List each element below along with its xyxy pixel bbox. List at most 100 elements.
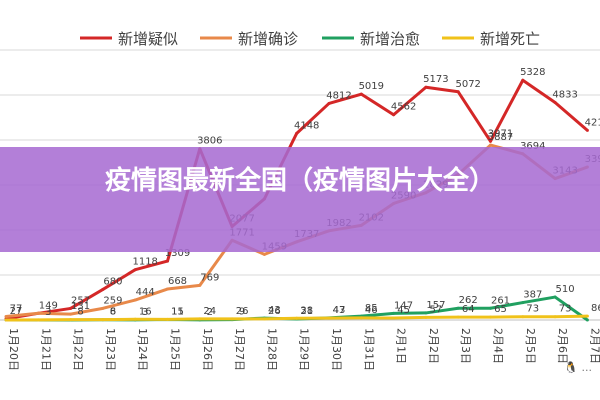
data-label: 262 [459, 295, 478, 306]
data-label: 4562 [391, 102, 416, 113]
data-point [521, 301, 525, 305]
data-point [166, 287, 169, 291]
data-label: 444 [136, 287, 155, 298]
data-label: 3 [45, 307, 51, 318]
data-point [36, 311, 40, 315]
data-point [133, 268, 137, 272]
data-point [230, 317, 234, 321]
data-label: 680 [103, 276, 122, 287]
data-label: 38 [300, 305, 313, 316]
data-point [456, 306, 460, 310]
data-label: 65 [494, 304, 507, 315]
x-tick-label: 1月24日 [136, 328, 149, 371]
data-label: 4812 [326, 90, 351, 101]
data-label: 387 [523, 290, 542, 301]
data-point [101, 306, 105, 310]
data-label: 149 [39, 300, 58, 311]
data-point [553, 315, 557, 319]
data-point [327, 101, 331, 105]
data-label: 47 [333, 305, 346, 316]
data-label: 24 [203, 306, 216, 317]
data-point [101, 287, 105, 291]
data-label: 259 [103, 295, 122, 306]
data-point [262, 252, 266, 256]
data-point [489, 139, 492, 143]
data-label: 15 [171, 306, 184, 317]
data-label: 77 [10, 304, 23, 315]
data-point [489, 306, 492, 310]
data-point [295, 316, 299, 320]
data-label: 5328 [520, 67, 545, 78]
legend-label: 新增死亡 [480, 30, 540, 48]
data-label: 16 [139, 306, 152, 317]
data-label: 73 [526, 304, 539, 315]
data-label: 4214 [585, 117, 600, 128]
data-point [262, 317, 266, 321]
x-tick-label: 2月7日 [588, 328, 600, 364]
data-label: 26 [236, 306, 249, 317]
x-tick-label: 1月22日 [72, 328, 85, 371]
x-tick-label: 1月20日 [7, 328, 20, 371]
data-label: 11 [171, 307, 184, 318]
data-label: 57 [430, 304, 443, 315]
data-label: 2 [207, 307, 213, 318]
data-label: 668 [168, 276, 187, 287]
data-label: 27 [10, 306, 23, 317]
data-point [585, 314, 589, 318]
data-point [101, 318, 105, 322]
data-point [359, 316, 363, 320]
data-label: 45 [397, 305, 410, 316]
data-point [585, 318, 589, 322]
data-point [489, 143, 492, 147]
data-label: 46 [365, 305, 378, 316]
x-tick-label: 1月21日 [39, 328, 52, 371]
data-label: 131 [71, 301, 90, 312]
x-tick-label: 2月6日 [556, 328, 569, 364]
data-label: 147 [394, 300, 413, 311]
data-label: 261 [491, 295, 510, 306]
x-tick-label: 1月28日 [265, 328, 278, 371]
data-label: 43 [268, 305, 281, 316]
data-label: 4148 [294, 120, 319, 131]
data-point [36, 318, 40, 322]
data-label: 510 [556, 284, 575, 295]
x-tick-label: 1月30日 [330, 328, 343, 371]
data-label: 8 [110, 307, 116, 318]
data-point [456, 315, 460, 319]
data-point [295, 131, 299, 135]
data-label: 3887 [488, 132, 513, 143]
data-label: 5173 [423, 74, 448, 85]
data-label: 5072 [455, 79, 480, 90]
data-point [424, 85, 428, 89]
data-point [456, 90, 460, 94]
data-point [424, 315, 428, 319]
x-tick-label: 1月23日 [104, 328, 117, 371]
data-label: 257 [71, 295, 90, 306]
x-tick-label: 1月29日 [298, 328, 311, 371]
data-point [585, 128, 589, 132]
data-label: 3971 [488, 128, 513, 139]
x-tick-label: 2月1日 [395, 328, 408, 364]
data-point [69, 312, 73, 316]
data-point [133, 298, 137, 302]
data-point [392, 316, 396, 320]
data-label: 157 [426, 300, 445, 311]
data-point [166, 259, 169, 263]
data-label: 3806 [197, 136, 222, 147]
data-point [198, 283, 202, 287]
data-point [521, 315, 525, 319]
data-label: 73 [559, 304, 572, 315]
legend-label: 新增确诊 [238, 30, 298, 48]
data-point [553, 101, 557, 105]
x-tick-label: 1月26日 [201, 328, 214, 371]
data-point [521, 78, 525, 82]
data-point [4, 315, 8, 319]
x-tick-label: 2月4日 [492, 328, 505, 364]
legend-label: 新增疑似 [118, 30, 178, 48]
data-point [198, 317, 202, 321]
data-point [166, 317, 169, 321]
data-point [359, 92, 363, 96]
data-label: 3694 [520, 141, 545, 152]
watermark: 🐧 ... [564, 361, 592, 374]
